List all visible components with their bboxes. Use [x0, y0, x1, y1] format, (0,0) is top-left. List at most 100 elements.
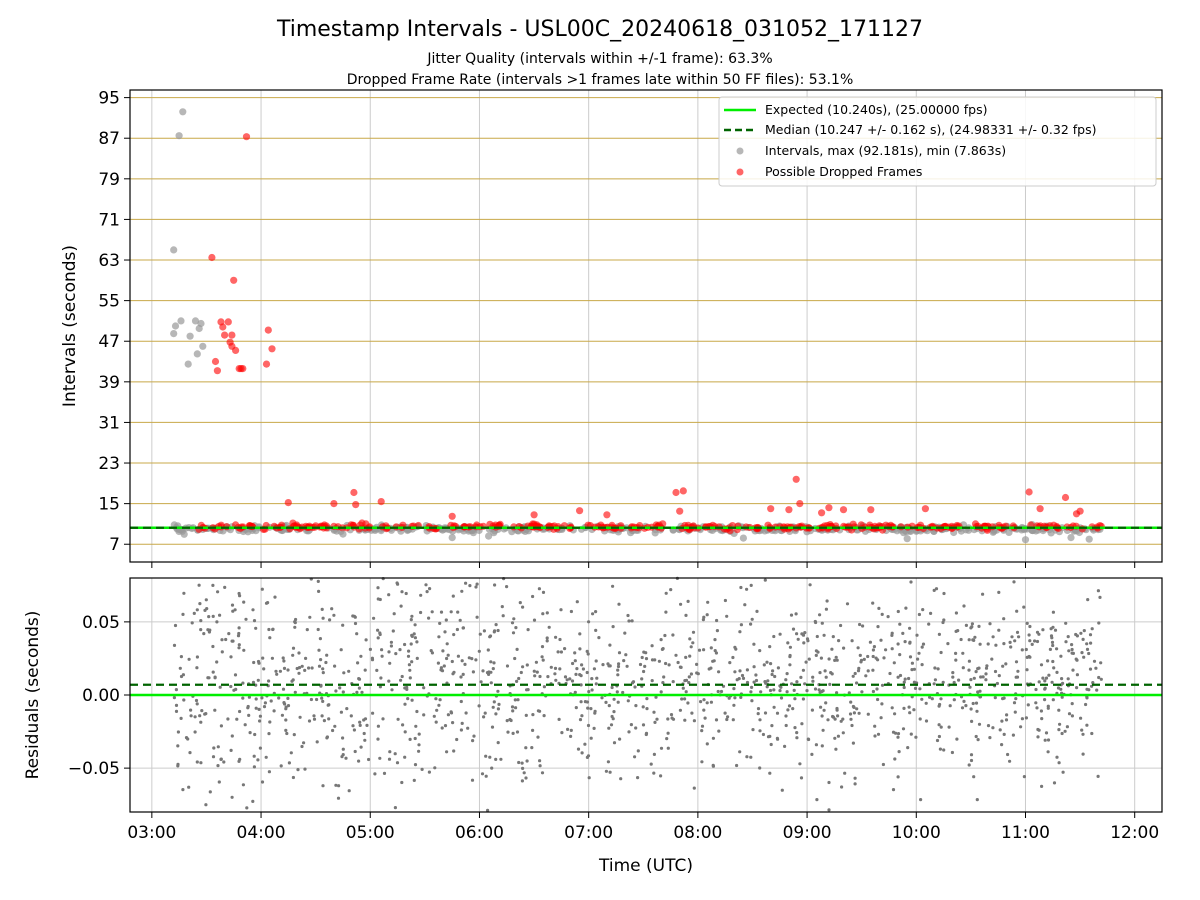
residual-point — [967, 668, 971, 672]
residual-point — [303, 767, 307, 771]
residual-point — [964, 623, 969, 628]
residual-point — [819, 705, 823, 709]
residual-point — [269, 699, 273, 703]
residual-point — [750, 617, 754, 621]
residual-point — [664, 591, 668, 595]
residual-point — [616, 664, 621, 669]
residual-point — [934, 587, 939, 591]
residual-point — [252, 765, 256, 769]
residual-point — [486, 808, 490, 813]
residual-point — [690, 711, 694, 715]
residual-point — [1070, 702, 1074, 706]
residual-point — [407, 663, 411, 667]
residual-point — [443, 724, 448, 728]
residual-point — [217, 780, 221, 784]
x-tick-label: 09:00 — [783, 823, 832, 843]
residual-point — [986, 642, 990, 646]
residual-point — [950, 750, 955, 755]
residual-point — [1046, 750, 1050, 754]
residual-point — [245, 806, 249, 810]
dropped-frame-point — [818, 509, 826, 517]
residual-point — [357, 677, 362, 681]
residual-point — [827, 808, 831, 812]
residual-point — [975, 709, 979, 713]
residual-point — [741, 676, 746, 681]
residual-point — [491, 705, 495, 709]
legend-box — [718, 96, 1157, 187]
residual-point — [811, 675, 815, 679]
residual-point — [477, 649, 481, 653]
residual-point — [242, 648, 246, 652]
residual-point — [513, 698, 517, 702]
residual-point — [834, 747, 838, 751]
residual-point — [700, 729, 704, 733]
residual-point — [308, 615, 312, 619]
residual-point — [984, 672, 988, 676]
residual-point — [847, 691, 851, 695]
residual-point — [1039, 663, 1044, 667]
residual-point — [740, 673, 745, 678]
residual-point — [834, 655, 838, 659]
residual-point — [286, 696, 290, 701]
residual-point — [516, 698, 520, 702]
legend-label-intervals: Intervals, max (92.181s), min (7.863s) — [765, 143, 1006, 158]
residual-point — [492, 700, 496, 704]
residual-point — [1009, 645, 1013, 649]
residual-point — [1051, 698, 1055, 702]
residual-point — [871, 689, 876, 694]
residual-point — [890, 706, 894, 710]
residual-point — [1047, 673, 1051, 677]
residual-point — [841, 717, 845, 721]
residual-point — [233, 673, 238, 677]
residual-point — [459, 728, 463, 732]
residual-point — [178, 666, 182, 670]
residual-point — [845, 602, 850, 606]
residual-point — [312, 717, 317, 721]
residual-point — [515, 730, 520, 734]
residual-point — [890, 633, 894, 638]
residual-point — [541, 658, 545, 662]
x-tick-label: 04:00 — [237, 823, 286, 843]
interval-point — [469, 529, 477, 537]
residual-point — [652, 710, 656, 714]
residual-point — [788, 645, 793, 649]
residual-point — [902, 706, 906, 711]
residual-point — [336, 796, 341, 800]
dropped-frame-point — [839, 506, 848, 514]
residual-point — [970, 719, 974, 724]
residual-point — [896, 675, 900, 679]
residual-point — [260, 587, 264, 591]
residual-point — [793, 726, 797, 730]
residual-point — [189, 714, 193, 718]
residual-point — [439, 668, 443, 672]
residual-point — [484, 774, 488, 778]
residual-point — [1010, 635, 1014, 639]
residual-point — [305, 628, 309, 632]
residual-point — [315, 740, 319, 744]
residual-point — [758, 729, 762, 733]
residual-point — [493, 629, 497, 633]
intervals-y-tick-label: 39 — [98, 373, 120, 393]
residual-point — [213, 676, 217, 680]
residual-point — [287, 761, 291, 765]
residual-point — [770, 672, 774, 677]
residual-point — [611, 717, 615, 721]
residual-point — [808, 583, 812, 587]
residual-point — [938, 747, 943, 751]
residual-point — [585, 700, 590, 704]
interval-point — [197, 319, 205, 328]
residual-point — [576, 747, 581, 751]
residual-point — [910, 668, 914, 672]
residual-point — [816, 650, 820, 654]
residual-point — [719, 689, 724, 694]
residual-point — [914, 735, 918, 739]
residual-point — [676, 660, 680, 665]
residual-point — [795, 680, 799, 684]
residual-point — [320, 696, 324, 700]
residual-point — [220, 650, 224, 654]
residual-point — [193, 730, 197, 734]
residual-point — [1020, 717, 1024, 721]
residual-point — [634, 704, 638, 708]
dropped-frame-point — [211, 357, 220, 366]
residual-point — [1080, 651, 1084, 655]
